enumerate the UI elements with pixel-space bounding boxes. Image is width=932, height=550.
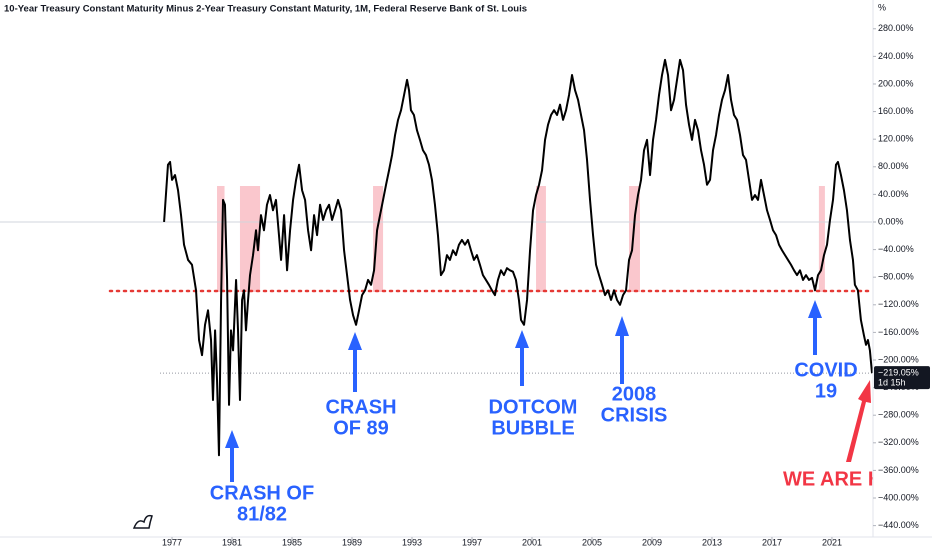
arrow — [515, 330, 529, 386]
y-tick-label: −440.00% — [878, 520, 919, 530]
y-tick-label: −160.00% — [878, 327, 919, 337]
annotation: CRASH OF — [210, 482, 314, 504]
x-tick-label: 2001 — [522, 537, 542, 547]
countdown-label: 1d 15h — [878, 378, 906, 388]
recession-band — [629, 186, 640, 292]
y-tick-label: −120.00% — [878, 299, 919, 309]
annotation: 2008 — [612, 383, 657, 405]
x-tick-label: 2013 — [702, 537, 722, 547]
y-tick-label: −320.00% — [878, 437, 919, 447]
y-tick-label: −40.00% — [878, 244, 914, 254]
y-tick-label: −400.00% — [878, 492, 919, 502]
x-tick-label: 1997 — [462, 537, 482, 547]
annotation: BUBBLE — [491, 417, 574, 439]
arrow — [846, 380, 871, 462]
x-tick-label: 1993 — [402, 537, 422, 547]
recession-band — [373, 186, 384, 292]
recession-band — [239, 186, 261, 292]
y-tick-label: 120.00% — [878, 134, 914, 144]
y-tick-label: −200.00% — [878, 354, 919, 364]
y-axis-unit: % — [878, 2, 886, 12]
last-value-label: −219.05% — [878, 368, 919, 378]
y-tick-label: 80.00% — [878, 161, 909, 171]
y-tick-label: 160.00% — [878, 106, 914, 116]
annotation: CRISIS — [601, 404, 668, 426]
y-tick-label: 240.00% — [878, 51, 914, 61]
x-tick-label: 1981 — [222, 537, 242, 547]
arrow — [808, 300, 822, 355]
tradingview-logo — [132, 514, 153, 529]
arrow — [225, 430, 239, 482]
recession-band — [818, 186, 825, 292]
arrow — [348, 332, 362, 392]
x-tick-label: 2009 — [642, 537, 662, 547]
y-tick-label: 280.00% — [878, 23, 914, 33]
x-tick-label: 1985 — [282, 537, 302, 547]
plot-area: 10-Year Treasury Constant Maturity Minus… — [0, 4, 874, 457]
recession-band — [217, 186, 225, 292]
chart-title: 10-Year Treasury Constant Maturity Minus… — [4, 4, 527, 15]
x-tick-label: 2017 — [762, 537, 782, 547]
y-tick-label: 40.00% — [878, 189, 909, 199]
last-value-tag — [874, 366, 930, 390]
y-tick-label: −80.00% — [878, 272, 914, 282]
annotation: OF 89 — [333, 417, 389, 439]
y-axis-background — [873, 0, 932, 550]
arrow — [615, 316, 629, 384]
arrows — [225, 300, 871, 482]
y-tick-label: −280.00% — [878, 410, 919, 420]
y-tick-label: 200.00% — [878, 78, 914, 88]
y-tick-label: −360.00% — [878, 465, 919, 475]
recession-band — [536, 186, 546, 292]
annotation: DOTCOM — [489, 396, 578, 418]
x-tick-label: 1989 — [342, 537, 362, 547]
y-axis: % 280.00% 240.00% 200.00% 160.00% 120.00% 80.0… — [872, 0, 932, 550]
x-tick-label: 1977 — [162, 537, 182, 547]
annotation: 81/82 — [237, 503, 287, 525]
annotation: COVID — [794, 359, 857, 381]
data-line — [163, 58, 873, 457]
annotation: 19 — [815, 380, 837, 402]
x-tick-label: 2005 — [582, 537, 602, 547]
x-tick-label: 2021 — [822, 537, 842, 547]
y-tick-label: 0.00% — [878, 216, 904, 226]
annotation: CRASH — [325, 396, 396, 418]
